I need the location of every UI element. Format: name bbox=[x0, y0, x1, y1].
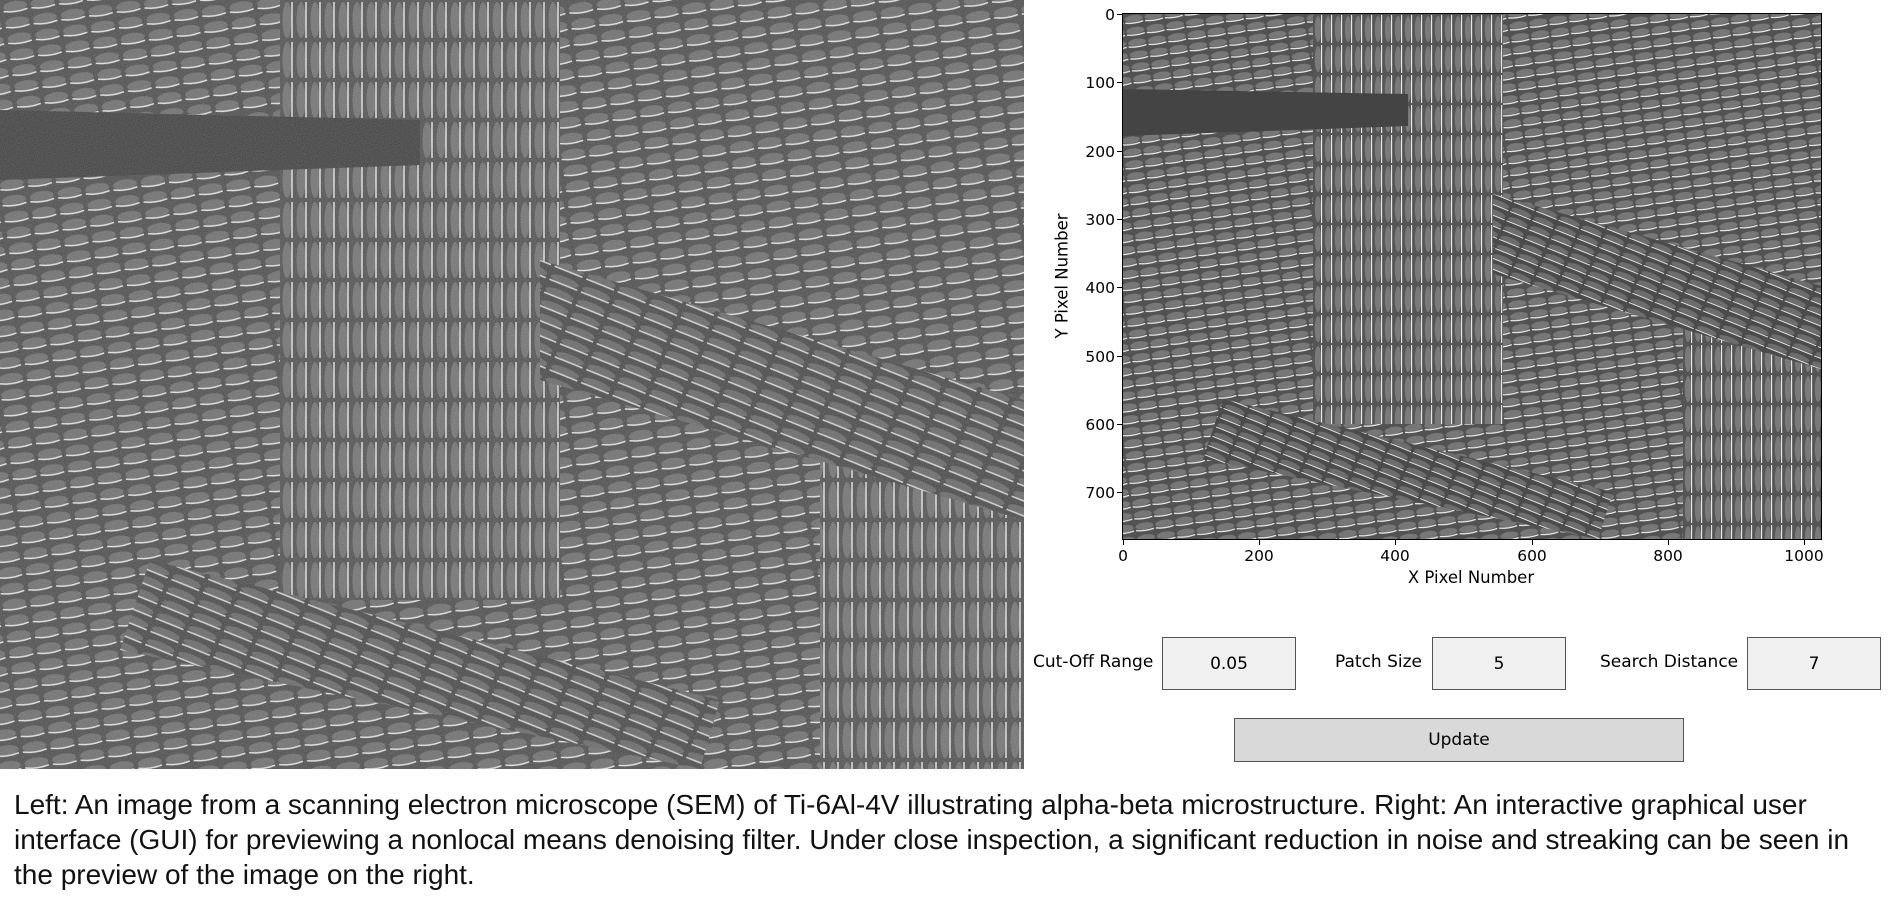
y-tick-label: 600 bbox=[1085, 416, 1115, 434]
y-tick-label: 200 bbox=[1085, 143, 1115, 161]
denoised-preview-image bbox=[1122, 13, 1822, 540]
figure-caption: Left: An image from a scanning electron … bbox=[14, 789, 1850, 890]
sem-raw-texture bbox=[0, 0, 1024, 769]
x-tick-label: 400 bbox=[1380, 547, 1410, 565]
search-distance-input[interactable] bbox=[1747, 637, 1881, 690]
y-tick-label: 400 bbox=[1085, 279, 1115, 297]
y-tickmark bbox=[1117, 424, 1123, 425]
x-tick-label: 200 bbox=[1244, 547, 1274, 565]
x-tick-label: 800 bbox=[1653, 547, 1683, 565]
x-tickmark bbox=[1259, 539, 1260, 545]
y-tick-label: 100 bbox=[1085, 74, 1115, 92]
x-tick-label: 1000 bbox=[1784, 547, 1824, 565]
x-tickmark bbox=[1532, 539, 1533, 545]
update-button[interactable]: Update bbox=[1234, 718, 1684, 762]
x-tickmark bbox=[1123, 539, 1124, 545]
x-tick-label: 0 bbox=[1118, 547, 1128, 565]
y-tickmark bbox=[1117, 492, 1123, 493]
y-tick-label: 0 bbox=[1105, 6, 1115, 24]
patch-size-label: Patch Size bbox=[1335, 652, 1422, 672]
y-tick-label: 700 bbox=[1085, 484, 1115, 502]
y-tick-label: 500 bbox=[1085, 348, 1115, 366]
x-tickmark bbox=[1804, 539, 1805, 545]
cutoff-range-input[interactable] bbox=[1162, 637, 1296, 690]
y-tickmark bbox=[1117, 287, 1123, 288]
search-distance-label: Search Distance bbox=[1600, 652, 1739, 672]
x-tickmark bbox=[1395, 539, 1396, 545]
y-tickmark bbox=[1117, 151, 1123, 152]
x-axis-label: X Pixel Number bbox=[1407, 568, 1535, 587]
sem-raw-image bbox=[0, 0, 1024, 769]
y-axis-label: Y Pixel Number bbox=[1052, 213, 1072, 339]
x-tickmark bbox=[1668, 539, 1669, 545]
y-tickmark bbox=[1117, 356, 1123, 357]
y-tickmark bbox=[1117, 82, 1123, 83]
x-tick-label: 600 bbox=[1517, 547, 1547, 565]
cutoff-range-label: Cut-Off Range bbox=[1033, 652, 1154, 672]
patch-size-input[interactable] bbox=[1432, 637, 1566, 690]
y-tickmark bbox=[1117, 219, 1123, 220]
y-tick-label: 300 bbox=[1085, 211, 1115, 229]
y-tickmark bbox=[1117, 14, 1123, 15]
sem-denoised-texture bbox=[1123, 14, 1821, 539]
